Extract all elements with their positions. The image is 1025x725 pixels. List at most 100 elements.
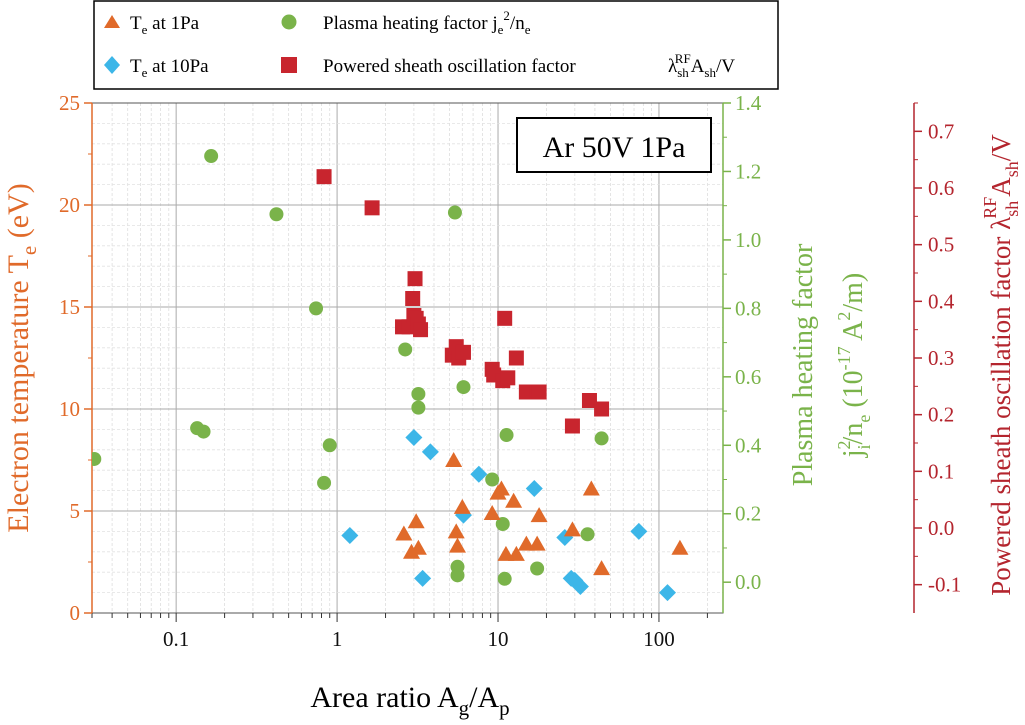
- heating-point: [398, 342, 413, 357]
- legend-item-te-1pa: Te at 1Pa: [104, 13, 200, 37]
- te-1pa-point: [409, 539, 427, 555]
- heat-l2-sup3: 2: [834, 312, 854, 321]
- svg-text:Plasma heating factor je2/ne: Plasma heating factor je2/ne: [323, 8, 531, 37]
- sheath-tick-label: 0.1: [928, 459, 954, 483]
- te-1pa-point: [505, 492, 523, 508]
- sheath-title-mid: A: [986, 177, 1016, 197]
- te-10pa-point: [414, 569, 432, 587]
- heating-point: [317, 475, 332, 490]
- te-1pa-point: [492, 480, 510, 496]
- te-1pa-point: [528, 535, 546, 551]
- heating-point: [499, 428, 514, 443]
- te-10pa-point: [470, 465, 488, 483]
- sheath-point: [413, 322, 429, 338]
- sheath-axis-title: Powered sheath oscillation factor λshRFA…: [980, 134, 1022, 596]
- te-10pa-point: [454, 506, 472, 524]
- te-1pa-point: [507, 545, 525, 561]
- heating-point: [447, 205, 462, 220]
- legend-box: [93, 0, 779, 90]
- sheath-title-end: /V: [986, 134, 1016, 162]
- te-1pa-point: [530, 507, 548, 523]
- legend-te1-sub: e: [142, 22, 148, 37]
- sheath-tick-label: 0.6: [928, 176, 954, 200]
- heating-point: [485, 472, 500, 487]
- legend-sheath-end: /V: [716, 56, 735, 77]
- x-title-mid: /A: [469, 681, 499, 714]
- axes: 0.1 1 10 100 0 5 10 15 20 25 0.0 0.2 0.4 0.6 0.8 1.0 1.2…: [59, 91, 961, 651]
- x-tick-label: 100: [643, 627, 675, 651]
- sheath-point: [564, 418, 580, 434]
- legend-sheath-sup: RF: [675, 51, 691, 66]
- heating-tick-label: 1.2: [735, 159, 761, 183]
- heating-tick-label: 0.8: [735, 296, 761, 320]
- legend-item-te-10pa: Te at 10Pa: [104, 56, 209, 80]
- heating-tick-label: 1.4: [735, 91, 762, 115]
- sheath-point: [455, 344, 471, 360]
- te-1pa-point: [671, 539, 689, 555]
- heating-point: [196, 424, 211, 439]
- sheath-tick-label: 0.0: [928, 516, 954, 540]
- x-tick-label: 10: [488, 627, 509, 651]
- heating-point: [580, 527, 595, 542]
- te-tick-label: 5: [70, 499, 81, 523]
- te-10pa-point: [630, 522, 648, 540]
- heating-tick-label: 0.4: [735, 433, 762, 457]
- heating-point: [269, 207, 284, 222]
- te-10pa-point: [525, 480, 543, 498]
- heating-point: [411, 400, 426, 415]
- te-1pa-point: [445, 452, 463, 467]
- sheath-tick-label: 0.2: [928, 403, 954, 427]
- te-tick-label: 25: [59, 91, 80, 115]
- sheath-tick-label: 0.5: [928, 233, 954, 257]
- heat-l2-d: A: [838, 320, 869, 346]
- legend-te10-sub: e: [142, 65, 148, 80]
- te-axis-title: Electron temperature Te (eV): [2, 183, 41, 532]
- annotation-box: Ar 50V 1Pa: [516, 117, 712, 173]
- heating-tick-label: 0.0: [735, 570, 761, 594]
- legend-heat-rest: /n: [510, 13, 525, 34]
- te-tick-label: 15: [59, 295, 80, 319]
- te-1pa-point: [447, 523, 465, 539]
- heating-tick-label: 1.0: [735, 228, 761, 252]
- legend-sheath-greek: λ: [668, 56, 678, 77]
- legend-heat-sup: 2: [503, 8, 510, 23]
- te-10pa-point: [571, 577, 589, 595]
- svg-text:Te at 1Pa: Te at 1Pa: [130, 13, 200, 37]
- legend-heat-sub: e: [498, 22, 504, 37]
- svg-text:Powered sheath oscillation fac: Powered sheath oscillation factor: [323, 56, 576, 77]
- heating-point: [497, 571, 512, 586]
- sheath-tick-label: 0.7: [928, 119, 954, 143]
- heating-point: [204, 149, 219, 164]
- sheath-point: [497, 310, 513, 326]
- legend-item-heating: Plasma heating factor je2/ne: [281, 8, 531, 37]
- annotation-text: Ar 50V 1Pa: [543, 131, 686, 164]
- legend-sheath-text: Powered sheath oscillation factor: [323, 56, 576, 77]
- heat-l2-sub: i: [854, 444, 874, 449]
- sheath-point: [364, 200, 380, 216]
- heat-l2-sub2: e: [854, 415, 874, 423]
- x-title-sub1: g: [459, 696, 470, 720]
- heating-point: [322, 438, 337, 453]
- sheath-tick-label: 0.4: [928, 289, 955, 313]
- x-tick-label: 1: [332, 627, 343, 651]
- legend-heat-sub2: e: [525, 22, 531, 37]
- sheath-title-main: Powered sheath oscillation factor λ: [986, 217, 1016, 596]
- legend: Te at 1Pa Te at 10Pa Plasma heating fact…: [93, 0, 779, 90]
- sheath-point: [594, 401, 610, 417]
- legend-marker-square: [281, 57, 297, 73]
- te-title-unit: (eV): [2, 183, 35, 245]
- te-1pa-point: [395, 525, 413, 541]
- sheath-point: [316, 169, 332, 185]
- heat-l2-c: (10: [838, 370, 869, 414]
- te-1pa-point: [403, 543, 421, 559]
- te-title-main: Electron temperature T: [2, 255, 35, 533]
- te-10pa-point: [405, 429, 423, 447]
- heating-point: [92, 451, 102, 466]
- te-1pa-point: [407, 513, 425, 529]
- x-axis-title: Area ratio Ag/Ap: [310, 681, 509, 720]
- sheath-point: [581, 393, 597, 408]
- x-tick-label: 0.1: [163, 627, 189, 651]
- heating-point: [450, 559, 465, 574]
